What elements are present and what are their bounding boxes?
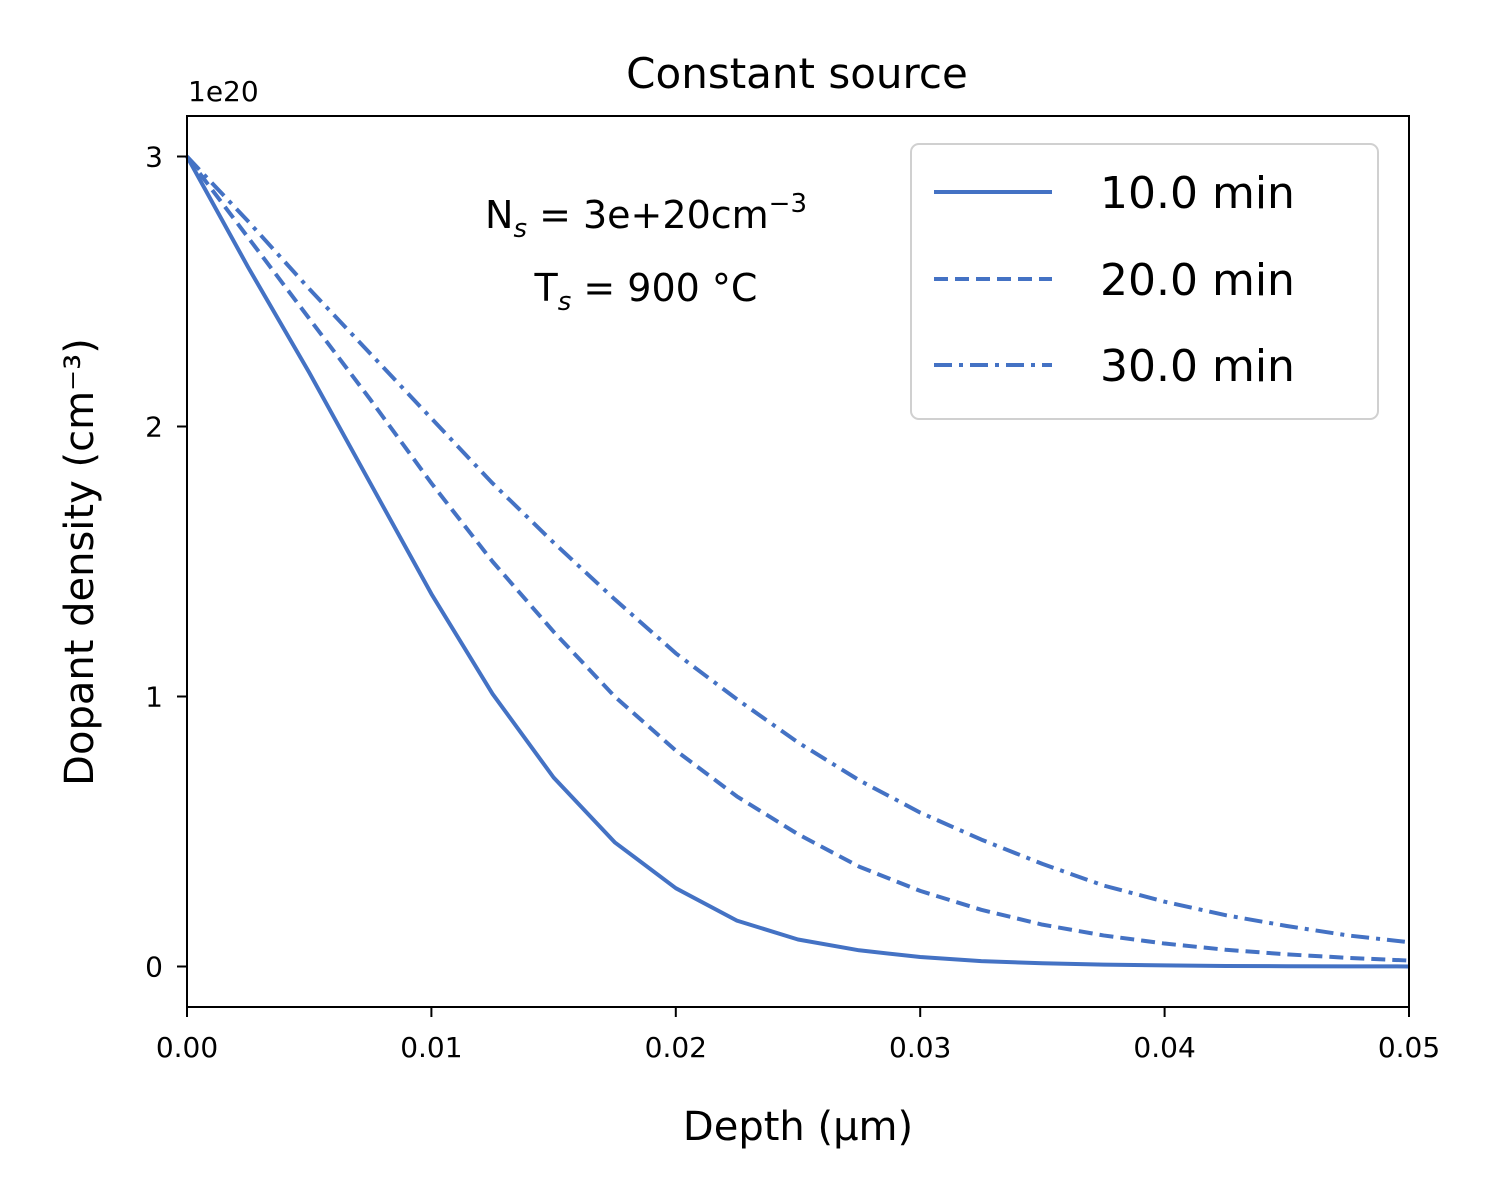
legend-label: 30.0 min [1100, 341, 1295, 392]
x-axis-title: Depth (μm) [683, 1104, 913, 1150]
annotation-text: Ns = 3e+20cm−3 [485, 189, 807, 244]
y-tick-label: 2 [145, 411, 163, 444]
legend-label: 20.0 min [1100, 255, 1295, 306]
y-tick-label: 3 [145, 141, 163, 174]
chart-title: Constant source [626, 49, 968, 98]
y-tick-label: 0 [145, 951, 163, 984]
y-tick-label: 1 [145, 681, 163, 714]
annotation-text: Ts = 900 °C [534, 266, 758, 317]
legend-label: 10.0 min [1100, 168, 1295, 219]
x-tick-label: 0.00 [156, 1031, 218, 1064]
legend-items: 10.0 min 20.0 min 30.0 min [934, 168, 1295, 392]
plot-frame [186, 115, 1410, 1008]
series-line-1 [185, 155, 1410, 969]
y-axis-title: Dopant density (cm⁻³) [57, 338, 103, 786]
x-tick-label: 0.04 [1133, 1031, 1195, 1064]
legend: 10.0 min 20.0 min 30.0 min [910, 143, 1379, 420]
series-line-2 [185, 155, 1410, 963]
x-tick-label: 0.01 [400, 1031, 462, 1064]
legend-box [910, 143, 1379, 420]
x-tick-label: 0.03 [889, 1031, 951, 1064]
ticks-layer: 0.00 0.01 0.02 0.03 0.04 0.05 0 1 2 3 [145, 141, 1440, 1065]
x-tick-label: 0.05 [1378, 1031, 1440, 1064]
annotation-layer: Ns = 3e+20cm−3 Ts = 900 °C [485, 189, 807, 317]
y-axis-offset-label: 1e20 [188, 75, 259, 108]
series-line-3 [185, 155, 1410, 945]
x-tick-label: 0.02 [645, 1031, 707, 1064]
series-layer [185, 155, 1410, 969]
